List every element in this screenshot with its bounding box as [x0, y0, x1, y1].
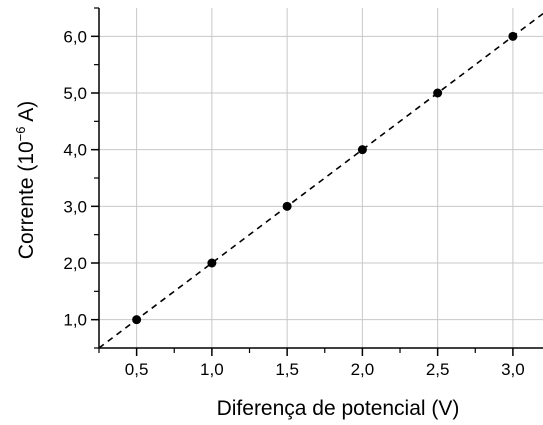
x-tick-label: 1,0	[200, 360, 224, 379]
y-tick-label: 2,0	[63, 254, 87, 273]
x-tick-label: 3,0	[501, 360, 525, 379]
y-axis-title-main: Corrente (10	[15, 141, 38, 259]
axes	[98, 8, 543, 349]
y-tick-label: 3,0	[63, 197, 87, 216]
data-point	[508, 31, 518, 41]
y-tick-label: 4,0	[63, 141, 87, 160]
x-tick-label: 2,5	[426, 360, 450, 379]
data-point	[132, 315, 142, 325]
data-point	[282, 201, 292, 211]
y-axis-title-exponent: −6	[13, 126, 28, 141]
fit-line-group	[98, 13, 543, 349]
x-axis-ticks: 0,5 1,0 1,5 2,0 2,5 3,0	[98, 348, 525, 379]
fit-line	[98, 13, 543, 349]
y-axis-title-unit: A)	[15, 101, 38, 127]
y-axis-title: Corrente (10−6 A)	[13, 101, 38, 259]
y-tick-label: 6,0	[63, 27, 87, 46]
data-point	[357, 145, 367, 155]
y-tick-label: 5,0	[63, 84, 87, 103]
grid-lines	[99, 8, 543, 348]
data-points	[132, 31, 518, 325]
data-point	[207, 258, 217, 268]
y-axis-ticks: 1,0 2,0 3,0 4,0 5,0 6,0	[63, 7, 99, 349]
x-tick-label: 2,0	[351, 360, 375, 379]
x-tick-label: 1,5	[275, 360, 299, 379]
x-axis-title: Diferença de potencial (V)	[217, 397, 460, 420]
data-point	[433, 88, 443, 98]
y-tick-label: 1,0	[63, 311, 87, 330]
x-tick-label: 0,5	[125, 360, 149, 379]
